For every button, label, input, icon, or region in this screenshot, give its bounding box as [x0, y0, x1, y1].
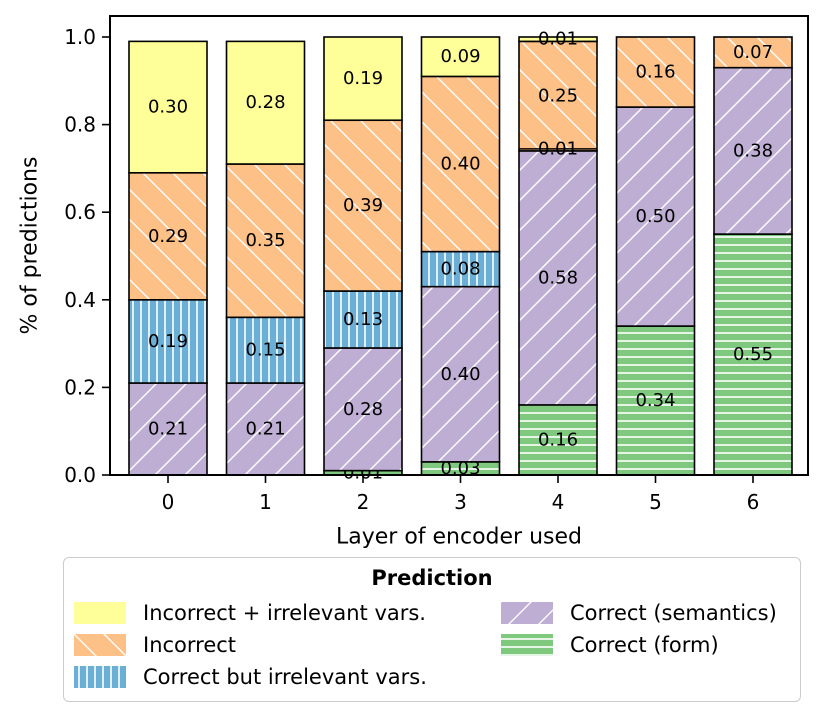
- y-tick-label: 0.4: [64, 288, 96, 312]
- data-label: 0.28: [343, 399, 383, 420]
- x-tick-label: 6: [747, 490, 760, 514]
- x-tick-label: 2: [357, 490, 370, 514]
- bar-hatch: [324, 347, 402, 471]
- y-tick-label: 0.8: [64, 113, 96, 137]
- y-tick-label: 1.0: [64, 25, 96, 49]
- bar-segment: [324, 37, 402, 121]
- bar-outline: [323, 36, 403, 122]
- data-label: 0.08: [440, 259, 480, 280]
- legend-item-correct-irrelevant: Correct but irrelevant vars.: [74, 662, 427, 692]
- x-tick-label: 1: [259, 490, 272, 514]
- legend-label-correct-irrelevant: Correct but irrelevant vars.: [143, 665, 427, 689]
- data-label: 0.50: [635, 206, 675, 227]
- bar-hatch: [714, 234, 792, 475]
- legend-swatch-correct-form: [501, 634, 553, 656]
- data-label: 0.03: [440, 458, 480, 479]
- data-label: 0.19: [148, 331, 188, 352]
- bar-outline: [713, 36, 793, 69]
- legend-label-incorrect-irrelevant: Incorrect + irrelevant vars.: [143, 601, 426, 625]
- data-label: 0.28: [245, 92, 285, 113]
- legend-swatch-incorrect-irrelevant: [74, 602, 126, 624]
- data-label: 0.29: [148, 226, 188, 247]
- bar-hatch: [421, 286, 500, 462]
- bar-hatch: [129, 383, 207, 475]
- bar-hatch: [519, 41, 597, 151]
- bar-hatch: [324, 291, 402, 348]
- bar-segment: [519, 37, 597, 42]
- legend-item-correct-form: Correct (form): [501, 630, 719, 660]
- axes-frame: [109, 15, 809, 476]
- data-label: 0.07: [733, 42, 773, 63]
- data-label: 0.01: [538, 138, 578, 159]
- legend-title: Prediction: [371, 566, 493, 590]
- bar-outline: [615, 36, 696, 108]
- bar-hatch: [421, 76, 500, 252]
- bar-hatch: [324, 470, 402, 475]
- bar-hatch: [714, 67, 792, 235]
- data-label: 0.40: [440, 364, 480, 385]
- bar-hatch: [129, 299, 207, 384]
- bar-hatch: [226, 383, 305, 475]
- bar-hatch: [714, 37, 792, 68]
- legend-swatch-incorrect: [74, 634, 126, 656]
- x-axis-label: Layer of encoder used: [336, 525, 582, 550]
- bar-hatch: [616, 326, 695, 475]
- data-label: 0.16: [635, 62, 675, 83]
- x-tick-label: 3: [454, 490, 467, 514]
- data-label: 0.25: [538, 86, 578, 107]
- data-label: 0.34: [635, 390, 675, 411]
- data-label: 0.16: [538, 429, 578, 450]
- x-tick-label: 5: [649, 490, 662, 514]
- legend-item-incorrect: Incorrect: [74, 630, 236, 660]
- y-tick-label: 0.2: [64, 375, 96, 399]
- data-label: 0.09: [440, 46, 480, 67]
- bar-segment: [226, 41, 305, 165]
- data-label: 0.15: [245, 340, 285, 361]
- legend-label-correct-form: Correct (form): [570, 633, 719, 657]
- y-tick-label: 0.0: [64, 463, 96, 487]
- bar-segment: [129, 41, 207, 173]
- bar-hatch: [226, 317, 305, 384]
- data-label: 0.13: [343, 309, 383, 330]
- bar-hatch: [519, 150, 597, 405]
- data-label: 0.39: [343, 195, 383, 216]
- bar-hatch: [129, 172, 207, 300]
- legend-item-correct-semantics: Correct (semantics): [501, 598, 777, 628]
- bar-outline: [225, 40, 306, 165]
- x-tick-label: 4: [552, 490, 565, 514]
- x-tick-label: 0: [162, 490, 175, 514]
- data-label: 0.58: [538, 267, 578, 288]
- data-label: 0.30: [148, 97, 188, 118]
- data-label: 0.19: [343, 68, 383, 89]
- bar-segment: [421, 37, 500, 77]
- bar-outline: [128, 40, 208, 174]
- y-tick-label: 0.6: [64, 200, 96, 224]
- bar-hatch: [421, 251, 500, 287]
- data-label: 0.01: [538, 29, 578, 50]
- plot-area: 0.210.190.290.300.210.150.350.280.010.28…: [18, 15, 809, 550]
- bar-hatch: [616, 37, 695, 108]
- bar-outline: [420, 36, 501, 78]
- data-label: 0.55: [733, 344, 773, 365]
- data-label: 0.40: [440, 154, 480, 175]
- bar-hatch: [616, 107, 695, 327]
- bar-hatch: [519, 404, 597, 475]
- legend-swatch-correct-irrelevant: [74, 666, 126, 688]
- bar-outline: [518, 36, 598, 43]
- legend-item-incorrect-irrelevant: Incorrect + irrelevant vars.: [74, 598, 426, 628]
- data-label: 0.21: [148, 419, 188, 440]
- bar-hatch: [226, 164, 305, 318]
- legend-label-correct-semantics: Correct (semantics): [570, 601, 777, 625]
- legend: Prediction Incorrect + irrelevant vars. …: [63, 557, 801, 702]
- data-label: 0.21: [245, 419, 285, 440]
- bar-hatch: [324, 120, 402, 292]
- data-label: 0.35: [245, 230, 285, 251]
- legend-swatch-correct-semantics: [501, 602, 553, 624]
- legend-label-incorrect: Incorrect: [143, 633, 237, 657]
- stacked-bar-chart: 0.210.190.290.300.210.150.350.280.010.28…: [18, 15, 809, 550]
- bar-hatch: [421, 461, 500, 475]
- data-label: 0.38: [733, 140, 773, 161]
- y-axis-label: % of predictions: [18, 157, 43, 335]
